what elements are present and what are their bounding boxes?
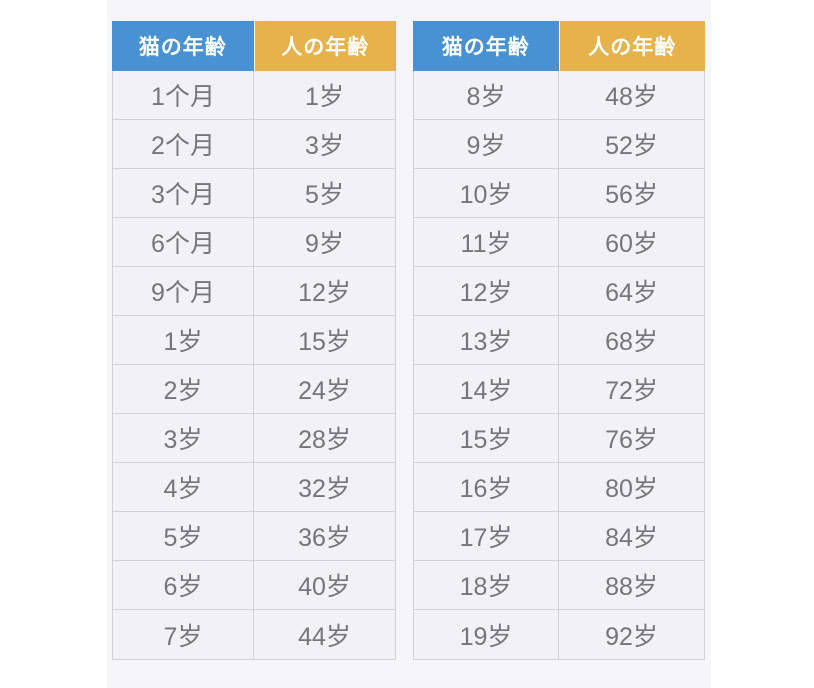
cat-age-cell: 12岁: [414, 267, 559, 315]
table-row: 15岁 76岁: [414, 414, 704, 463]
human-age-cell: 28岁: [254, 414, 395, 462]
table-row: 7岁 44岁: [113, 610, 395, 659]
cat-age-cell: 10岁: [414, 169, 559, 217]
cat-age-cell: 1个月: [113, 71, 254, 119]
cat-age-cell: 18岁: [414, 561, 559, 609]
table-row: 13岁 68岁: [414, 316, 704, 365]
table-header-row: 猫の年齢 人の年齢: [413, 21, 705, 71]
human-age-cell: 76岁: [559, 414, 704, 462]
image-background-panel: 猫の年齢 人の年齢 1个月 1岁 2个月 3岁 3个月 5岁 6个月 9岁 9个月 12岁 1岁 15…: [107, 0, 711, 688]
cat-age-table-left: 猫の年齢 人の年齢 1个月 1岁 2个月 3岁 3个月 5岁 6个月 9岁 9个月 12岁 1岁 15…: [112, 21, 396, 660]
table-row: 6个月 9岁: [113, 218, 395, 267]
human-age-cell: 32岁: [254, 463, 395, 511]
cat-age-column-header: 猫の年齢: [413, 21, 559, 71]
human-age-cell: 56岁: [559, 169, 704, 217]
table-row: 9个月 12岁: [113, 267, 395, 316]
table-header-row: 猫の年齢 人の年齢: [112, 21, 396, 71]
cat-age-table-right: 猫の年齢 人の年齢 8岁 48岁 9岁 52岁 10岁 56岁 11岁 60岁 12岁 64岁 13…: [413, 21, 705, 660]
cat-age-cell: 8岁: [414, 71, 559, 119]
human-age-cell: 92岁: [559, 610, 704, 659]
human-age-cell: 40岁: [254, 561, 395, 609]
human-age-cell: 88岁: [559, 561, 704, 609]
table-row: 11岁 60岁: [414, 218, 704, 267]
human-age-cell: 64岁: [559, 267, 704, 315]
human-age-cell: 36岁: [254, 512, 395, 560]
cat-age-cell: 3岁: [113, 414, 254, 462]
human-age-cell: 48岁: [559, 71, 704, 119]
human-age-cell: 68岁: [559, 316, 704, 364]
human-age-column-header: 人の年齢: [254, 21, 396, 71]
table-row: 3岁 28岁: [113, 414, 395, 463]
human-age-cell: 52岁: [559, 120, 704, 168]
cat-age-cell: 9岁: [414, 120, 559, 168]
table-body: 1个月 1岁 2个月 3岁 3个月 5岁 6个月 9岁 9个月 12岁 1岁 15岁 2岁 24岁 3岁 28…: [112, 71, 396, 660]
table-row: 5岁 36岁: [113, 512, 395, 561]
cat-age-column-header: 猫の年齢: [112, 21, 254, 71]
human-age-cell: 44岁: [254, 610, 395, 659]
table-row: 10岁 56岁: [414, 169, 704, 218]
cat-age-cell: 2岁: [113, 365, 254, 413]
table-body: 8岁 48岁 9岁 52岁 10岁 56岁 11岁 60岁 12岁 64岁 13岁 68岁 14岁 72岁…: [413, 71, 705, 660]
cat-age-cell: 5岁: [113, 512, 254, 560]
human-age-cell: 1岁: [254, 71, 395, 119]
table-row: 1岁 15岁: [113, 316, 395, 365]
cat-age-cell: 15岁: [414, 414, 559, 462]
table-row: 19岁 92岁: [414, 610, 704, 659]
human-age-cell: 84岁: [559, 512, 704, 560]
human-age-cell: 9岁: [254, 218, 395, 266]
cat-age-cell: 6岁: [113, 561, 254, 609]
table-row: 8岁 48岁: [414, 71, 704, 120]
human-age-cell: 24岁: [254, 365, 395, 413]
cat-age-cell: 19岁: [414, 610, 559, 659]
human-age-cell: 5岁: [254, 169, 395, 217]
human-age-cell: 3岁: [254, 120, 395, 168]
cat-age-cell: 1岁: [113, 316, 254, 364]
human-age-cell: 60岁: [559, 218, 704, 266]
age-tables-container: 猫の年齢 人の年齢 1个月 1岁 2个月 3岁 3个月 5岁 6个月 9岁 9个月 12岁 1岁 15…: [107, 0, 711, 660]
table-row: 12岁 64岁: [414, 267, 704, 316]
cat-age-cell: 3个月: [113, 169, 254, 217]
table-row: 2岁 24岁: [113, 365, 395, 414]
human-age-cell: 72岁: [559, 365, 704, 413]
cat-age-cell: 2个月: [113, 120, 254, 168]
cat-age-cell: 13岁: [414, 316, 559, 364]
cat-age-cell: 14岁: [414, 365, 559, 413]
cat-age-cell: 16岁: [414, 463, 559, 511]
table-row: 17岁 84岁: [414, 512, 704, 561]
cat-age-cell: 9个月: [113, 267, 254, 315]
table-row: 1个月 1岁: [113, 71, 395, 120]
human-age-cell: 12岁: [254, 267, 395, 315]
table-row: 2个月 3岁: [113, 120, 395, 169]
table-row: 6岁 40岁: [113, 561, 395, 610]
cat-age-cell: 4岁: [113, 463, 254, 511]
human-age-column-header: 人の年齢: [559, 21, 705, 71]
human-age-cell: 15岁: [254, 316, 395, 364]
cat-age-cell: 17岁: [414, 512, 559, 560]
cat-age-cell: 7岁: [113, 610, 254, 659]
table-row: 18岁 88岁: [414, 561, 704, 610]
table-row: 9岁 52岁: [414, 120, 704, 169]
cat-age-cell: 6个月: [113, 218, 254, 266]
table-row: 4岁 32岁: [113, 463, 395, 512]
cat-age-cell: 11岁: [414, 218, 559, 266]
table-row: 14岁 72岁: [414, 365, 704, 414]
table-row: 16岁 80岁: [414, 463, 704, 512]
human-age-cell: 80岁: [559, 463, 704, 511]
table-row: 3个月 5岁: [113, 169, 395, 218]
